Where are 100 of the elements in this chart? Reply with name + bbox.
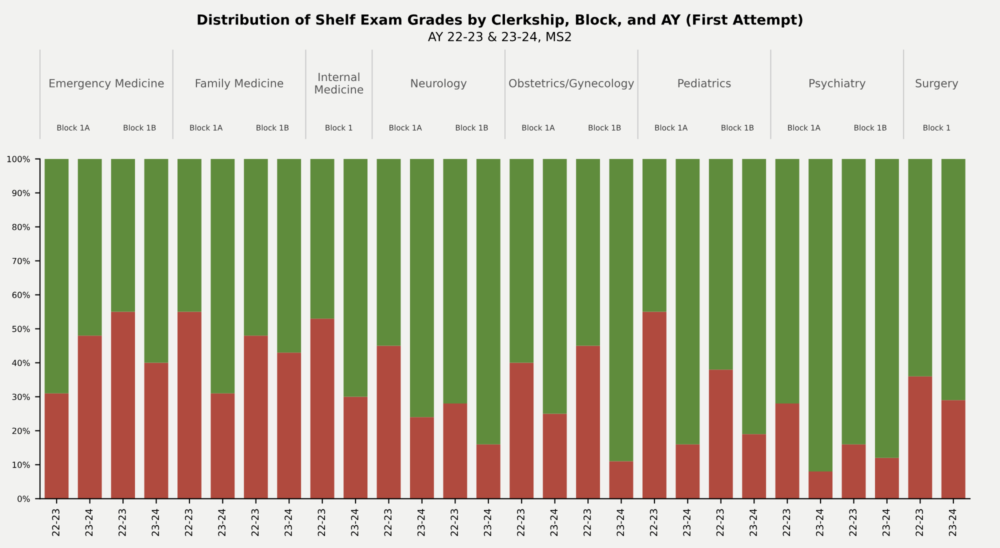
bar [775,158,800,404]
bar [708,370,733,499]
bar [908,158,932,376]
x-tick-label: 22-23 [782,509,790,536]
bar [244,158,268,336]
y-tick-label: 20% [12,428,30,434]
y-tick-label: 60% [12,292,30,298]
bar [443,404,468,499]
x-tick-label: 22-23 [716,509,724,536]
bar [742,434,766,499]
y-tick-label: 70% [12,258,30,264]
bar [642,158,666,312]
x-tick-label: 23-24 [816,508,824,536]
x-tick-label: 22-23 [584,509,591,536]
x-tick-label: 22-23 [318,509,326,536]
bar [277,158,302,353]
x-tick-label: 22-23 [251,509,259,536]
bar [542,158,567,414]
chart-title: Distribution of Shelf Exam Grades by Clerkship, Block, and AY (First Attempt) [198,14,802,28]
x-tick-label: 23-24 [948,508,956,536]
chart-subtitle: AY 22-23 & 23-24, MS2 [428,32,571,43]
bar [111,158,135,312]
bar [210,158,235,394]
x-tick-label: 23-24 [683,508,690,536]
bar [908,376,932,499]
x-tick-label: 22-23 [184,509,192,536]
bar [344,396,368,499]
bar [410,417,434,499]
x-tick-label: 22-23 [517,509,524,536]
x-tick-label: 23-24 [550,508,558,536]
y-tick-label: 80% [12,224,30,230]
x-tick-label: 22-23 [450,509,458,536]
bar [842,158,866,444]
bar [941,400,966,499]
bar [144,362,168,499]
y-tick-label: 10% [12,462,30,468]
x-tick-label: 22-23 [384,509,392,536]
y-tick-label: 40% [12,360,30,366]
bar [576,346,600,499]
bar [808,472,832,499]
bar [708,158,733,370]
x-tick-label: 23-24 [750,508,757,536]
x-tick-label: 22-23 [52,509,60,536]
text: Family Medicine [196,78,284,90]
x-tick-label: 23-24 [616,508,624,536]
y-tick-label: 100% [7,156,30,162]
bar [676,444,700,499]
bar [510,362,534,499]
x-tick-label: 23-24 [484,508,492,536]
x-tick-label: 22-23 [916,509,923,536]
bar [941,158,966,400]
bar [808,158,832,472]
bar [310,158,334,319]
text: Emergency Medicine [50,78,164,90]
x-tick-label: 23-24 [417,508,425,536]
bar [476,158,500,444]
text: Obstetrics/Gynecology [509,78,634,90]
bar [742,158,766,434]
y-tick-label: 90% [12,190,30,196]
x-tick-label: 22-23 [118,509,126,536]
bar [510,158,534,363]
x-tick-label: 23-24 [284,508,292,536]
text: Pediatrics [678,78,731,88]
text: Psychiatry [810,78,866,90]
bar [875,458,899,499]
bar [842,444,866,499]
text: Neurology [411,78,467,90]
x-tick-label: 23-24 [85,508,93,536]
bar [775,404,800,499]
bar [642,312,666,499]
text: Surgery [916,78,958,90]
y-tick-label: 30% [12,394,30,400]
bar [144,158,168,363]
bar [310,318,334,499]
x-tick-label: 23-24 [218,508,226,536]
text: Internal Medicine [315,72,364,94]
bar [44,158,69,394]
bar [78,158,102,336]
bar [609,158,634,462]
bar [576,158,600,346]
bar [476,444,500,499]
bar [542,414,567,499]
x-tick-label: 23-24 [351,508,358,536]
y-tick-label: 0% [18,496,30,502]
bar [44,393,69,499]
bar [376,346,401,499]
bar [376,158,401,346]
bar [875,158,899,458]
bar [676,158,700,444]
bar [244,336,268,499]
x-tick-label: 22-23 [849,509,857,536]
bar [210,393,235,499]
bar [178,312,202,499]
bar [277,352,302,499]
bar [344,158,368,397]
x-tick-label: 23-24 [882,508,890,536]
bar [78,336,102,499]
bar [410,158,434,418]
x-tick-label: 22-23 [650,509,658,536]
bar [609,461,634,499]
